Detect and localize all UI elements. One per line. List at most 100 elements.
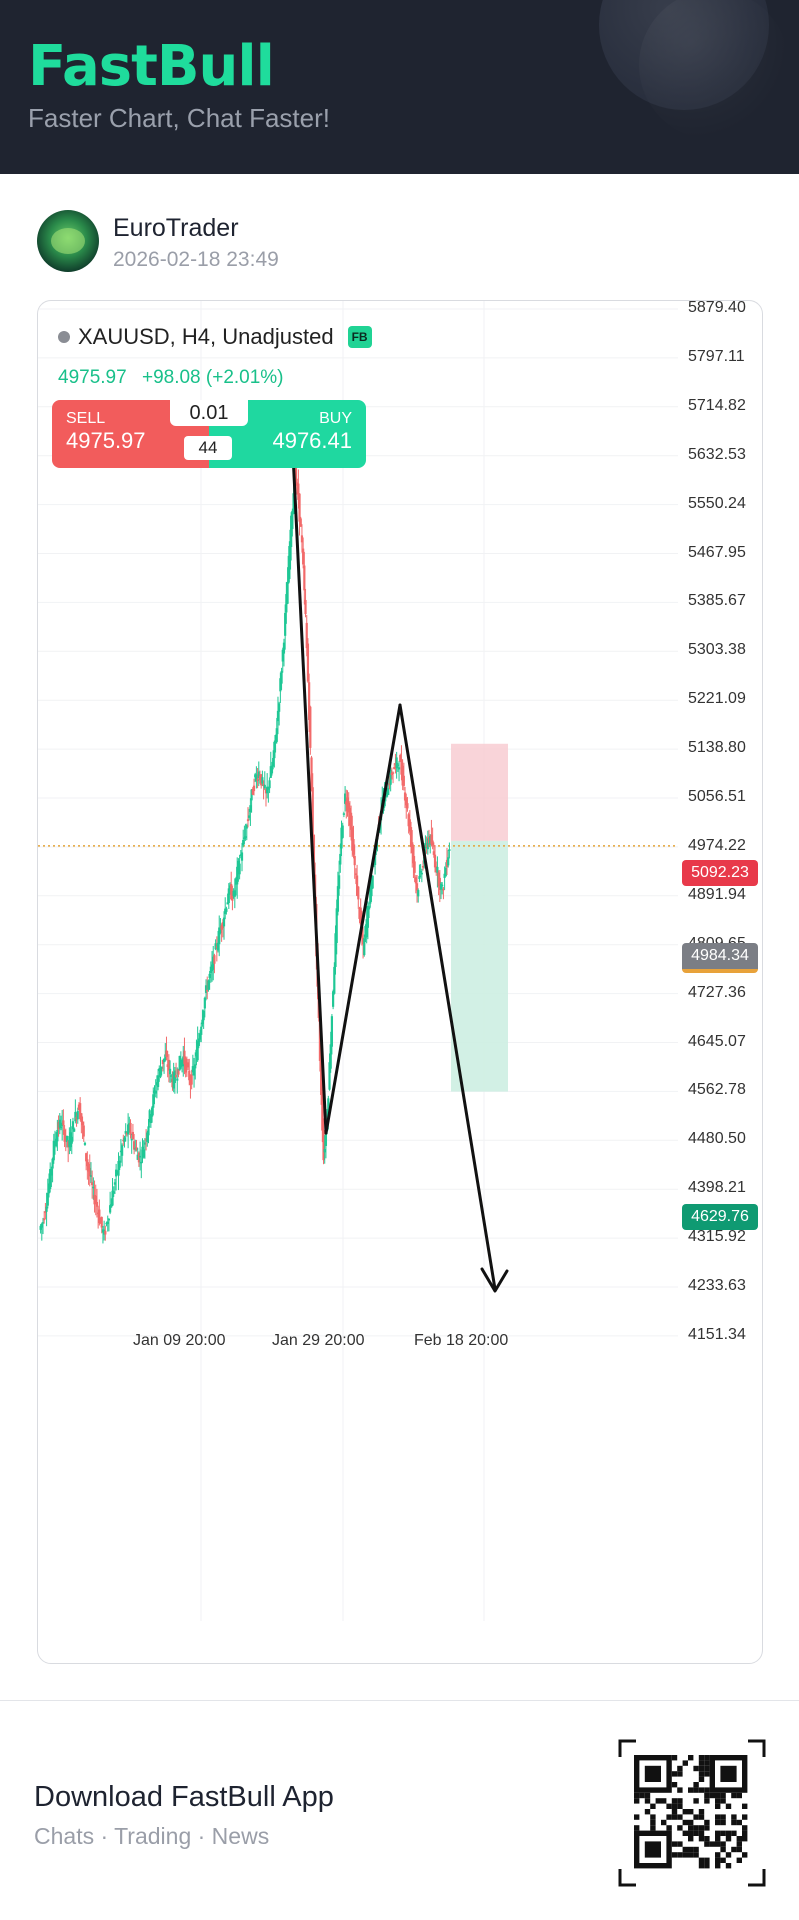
qr-code[interactable]: [618, 1739, 766, 1887]
candle-body: [282, 642, 286, 654]
qr-module: [677, 1771, 683, 1777]
qr-module: [634, 1798, 640, 1804]
qr-module: [698, 1809, 705, 1815]
candle-body: [269, 766, 272, 778]
qr-module: [736, 1841, 742, 1847]
candle-body: [177, 1068, 180, 1075]
candle-body: [407, 814, 410, 827]
candle-body: [250, 789, 253, 801]
candle-body: [165, 1050, 168, 1057]
buy-label: BUY: [319, 410, 352, 427]
candle-body: [40, 1223, 43, 1228]
candle-body: [246, 819, 250, 822]
candle-body: [256, 779, 259, 781]
qr-module: [698, 1776, 705, 1782]
qr-module: [742, 1803, 748, 1809]
qr-module: [698, 1755, 705, 1761]
qr-module: [677, 1765, 683, 1772]
lot-size-input[interactable]: 0.01: [170, 400, 248, 426]
candle-body: [357, 886, 360, 900]
y-tick-label: 5385.67: [688, 592, 746, 610]
candle-body: [197, 1038, 200, 1046]
symbol-label[interactable]: XAUUSD, H4, Unadjusted: [78, 324, 334, 349]
chart-card[interactable]: XAUUSD, H4, Unadjusted FB 4975.97 +98.08…: [37, 300, 763, 1664]
candle-body: [143, 1142, 146, 1145]
price-chart[interactable]: [38, 301, 763, 1664]
qr-module: [688, 1825, 694, 1831]
candle-body: [92, 1186, 95, 1189]
candle-body: [364, 925, 367, 938]
candle-body: [171, 1078, 174, 1088]
candle-body: [144, 1139, 148, 1141]
candle-body: [188, 1070, 191, 1081]
qr-corner: [618, 1739, 636, 1757]
candle-body: [294, 467, 298, 485]
candle-body: [111, 1190, 114, 1206]
qr-module: [698, 1863, 705, 1869]
candle-body: [164, 1054, 167, 1061]
candle-body: [284, 612, 287, 636]
qr-module: [715, 1830, 721, 1836]
qr-module: [715, 1792, 721, 1799]
candle-body: [41, 1222, 45, 1224]
candle-body: [99, 1222, 102, 1224]
candle-body: [366, 905, 369, 928]
candle-body: [85, 1153, 88, 1162]
candle-body: [244, 836, 247, 838]
candle-body: [232, 890, 235, 897]
candle-body: [110, 1204, 113, 1208]
qr-module: [693, 1782, 699, 1788]
author-name[interactable]: EuroTrader: [113, 214, 239, 242]
stop-loss-price-tag[interactable]: 5092.23: [682, 860, 758, 886]
avatar[interactable]: [37, 210, 99, 272]
candle-body: [52, 1140, 55, 1161]
candle-body: [135, 1147, 138, 1151]
qr-module: [720, 1841, 726, 1847]
candle-body: [161, 1060, 164, 1065]
candle-body: [53, 1142, 57, 1146]
candle-body: [192, 1066, 196, 1076]
candle-body: [83, 1142, 87, 1145]
current-price-tag[interactable]: 4984.34: [682, 943, 758, 973]
download-title[interactable]: Download FastBull App: [34, 1781, 334, 1813]
qr-module: [677, 1825, 683, 1831]
qr-module: [720, 1857, 726, 1863]
qr-module: [671, 1809, 678, 1815]
candle-body: [340, 827, 343, 849]
candle-body: [263, 784, 266, 789]
candle-body: [445, 859, 449, 868]
qr-module: [698, 1857, 705, 1863]
candle-body: [415, 883, 419, 891]
qr-module: [720, 1792, 726, 1799]
candle-body: [329, 1044, 332, 1069]
qr-module: [677, 1798, 683, 1804]
qr-module: [671, 1852, 678, 1858]
brand-logo-text: FastBull: [28, 34, 275, 99]
candle-body: [133, 1141, 136, 1150]
candle-body: [129, 1122, 132, 1135]
qr-module: [715, 1798, 721, 1804]
candle-body: [140, 1161, 143, 1164]
candle-body: [183, 1050, 186, 1065]
take-profit-price-tag[interactable]: 4629.76: [682, 1204, 758, 1230]
candle-body: [414, 877, 417, 884]
candle-body: [344, 793, 347, 804]
candle-body: [288, 541, 292, 570]
take-profit-zone: [451, 840, 508, 1092]
candle-body: [359, 907, 362, 925]
candle-body: [227, 888, 230, 903]
candle-body: [369, 884, 372, 904]
candle-body: [139, 1155, 142, 1158]
candle-body: [141, 1146, 144, 1150]
candle-body: [103, 1229, 106, 1235]
candle-body: [238, 863, 241, 875]
candle-body: [121, 1145, 124, 1156]
candle-body: [237, 860, 240, 871]
candle-body: [405, 797, 408, 806]
qr-module: [688, 1830, 694, 1836]
candle-body: [390, 772, 393, 776]
qr-module: [671, 1782, 678, 1788]
candle-body: [411, 842, 414, 853]
candle-body: [51, 1158, 54, 1169]
candle-body: [59, 1126, 63, 1129]
